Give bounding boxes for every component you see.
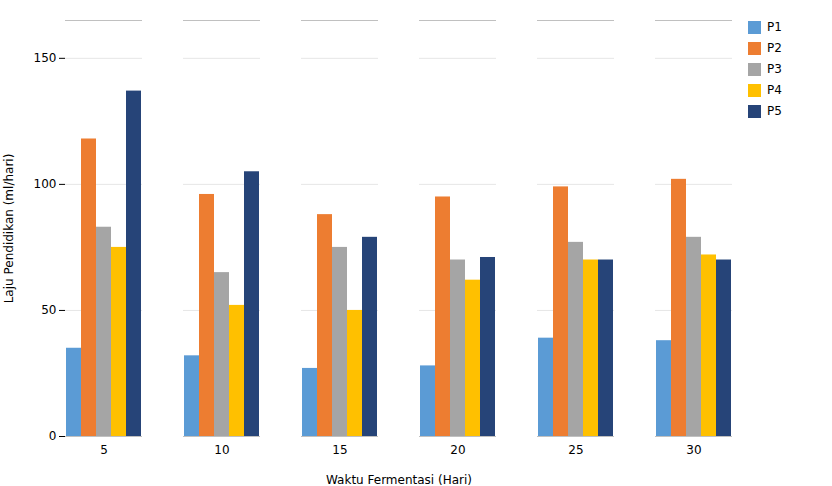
- svg-text:10: 10: [214, 443, 229, 457]
- svg-text:25: 25: [568, 443, 583, 457]
- svg-text:20: 20: [450, 443, 465, 457]
- html-text:P2: P2: [767, 41, 782, 55]
- svg-text:150: 150: [34, 51, 57, 65]
- html-text:P1: P1: [767, 20, 782, 34]
- svg-text:15: 15: [332, 443, 347, 457]
- html-text:P5: P5: [767, 104, 782, 118]
- svg-text:Laju Pendidikan (ml/hari): Laju Pendidikan (ml/hari): [2, 154, 16, 304]
- svg-text:Waktu Fermentasi (Hari): Waktu Fermentasi (Hari): [326, 473, 472, 486]
- svg-text:50: 50: [41, 303, 56, 317]
- svg-text:0: 0: [49, 429, 57, 443]
- svg-text:100: 100: [34, 177, 57, 191]
- svg-text:5: 5: [100, 443, 108, 457]
- html-text:P3: P3: [767, 62, 782, 76]
- html-text:P4: P4: [767, 83, 782, 97]
- svg-text:30: 30: [686, 443, 701, 457]
